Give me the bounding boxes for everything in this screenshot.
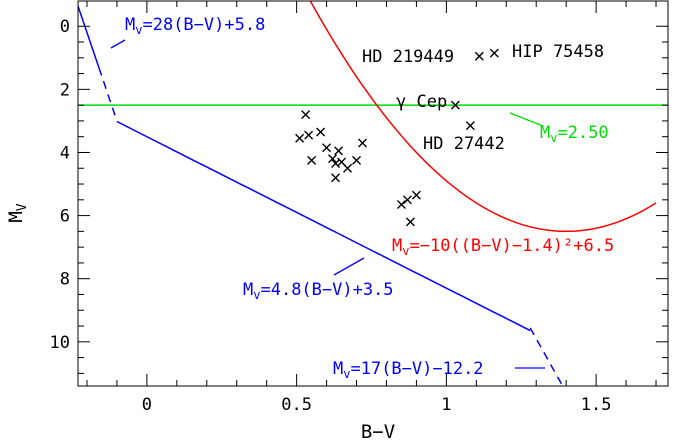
- svg-text:Mv=17(B−V)−12.2: Mv=17(B−V)−12.2: [333, 359, 484, 381]
- data-point: [489, 48, 499, 58]
- data-point: [307, 155, 317, 165]
- axis-tick-labels: 0 0.5 1 1.5 0 2 4 6 8 10: [50, 17, 612, 415]
- svg-text:Mv=4.8(B−V)+3.5: Mv=4.8(B−V)+3.5: [243, 280, 394, 302]
- data-point: [304, 130, 314, 140]
- data-point: [343, 163, 353, 173]
- data-point: [405, 217, 415, 227]
- axis-ticks: [78, 1, 668, 386]
- parabola-curve-4: [309, 1, 657, 233]
- svg-text:Mv=2.50: Mv=2.50: [540, 123, 609, 145]
- star-label-hd27442: HD 27442: [423, 134, 505, 154]
- data-point: [301, 110, 311, 120]
- data-point: [450, 100, 460, 110]
- data-point: [396, 200, 406, 210]
- x-tick-label: 1.5: [581, 395, 612, 415]
- y-tick-label: 2: [60, 80, 70, 100]
- x-axis-label: B−V: [361, 421, 395, 443]
- data-point: [331, 173, 341, 183]
- x-tick-label: 1: [441, 395, 451, 415]
- data-point: [352, 155, 362, 165]
- y-tick-label: 0: [60, 17, 70, 37]
- y-tick-label: 8: [60, 270, 70, 290]
- relation-line-dashed-2: [529, 327, 564, 386]
- annotation-eq-bottom-blue: Mv=17(B−V)−12.2: [333, 359, 484, 381]
- x-tick-label: 0: [142, 395, 152, 415]
- data-point: [411, 190, 421, 200]
- annotation-eq-green: Mv=2.50: [540, 123, 609, 145]
- y-tick-label: 4: [60, 143, 70, 163]
- data-point: [402, 195, 412, 205]
- leader-line-green: [509, 112, 544, 127]
- relation-line-1: [116, 120, 531, 332]
- data-point: [334, 146, 344, 156]
- relation-line-0: [78, 3, 100, 69]
- annotation-eq-mid-blue: Mv=4.8(B−V)+3.5: [243, 280, 394, 302]
- y-axis-label: MV: [5, 203, 30, 222]
- data-points: [295, 48, 499, 227]
- plot-frame: [77, 0, 669, 387]
- annotation-eq-red: Mv=−10((B−V)−1.4)²+6.5: [392, 236, 614, 258]
- data-point: [316, 127, 326, 137]
- svg-text:Mv=−10((B−V)−1.4)²+6.5: Mv=−10((B−V)−1.4)²+6.5: [392, 236, 614, 258]
- data-point: [328, 154, 338, 164]
- svg-text:Mv=28(B−V)+5.8: Mv=28(B−V)+5.8: [125, 15, 265, 37]
- data-point: [474, 51, 484, 61]
- star-label-hip75458: HIP 75458: [512, 42, 604, 62]
- annotation-eq-top-blue: Mv=28(B−V)+5.8: [125, 15, 265, 37]
- data-point: [465, 121, 475, 131]
- relation-line-dashed-0: [98, 67, 118, 122]
- data-point: [322, 143, 332, 153]
- leader-line-mid-blue: [333, 257, 365, 276]
- y-tick-label: 10: [50, 333, 70, 353]
- y-tick-label: 6: [60, 207, 70, 227]
- data-point: [295, 133, 305, 143]
- x-tick-label: 0.5: [281, 395, 312, 415]
- star-label-gamma-cep: γ Cep: [396, 92, 447, 112]
- star-label-hd219449: HD 219449: [362, 47, 454, 67]
- leader-line-top-blue: [110, 39, 126, 49]
- data-point: [358, 138, 368, 148]
